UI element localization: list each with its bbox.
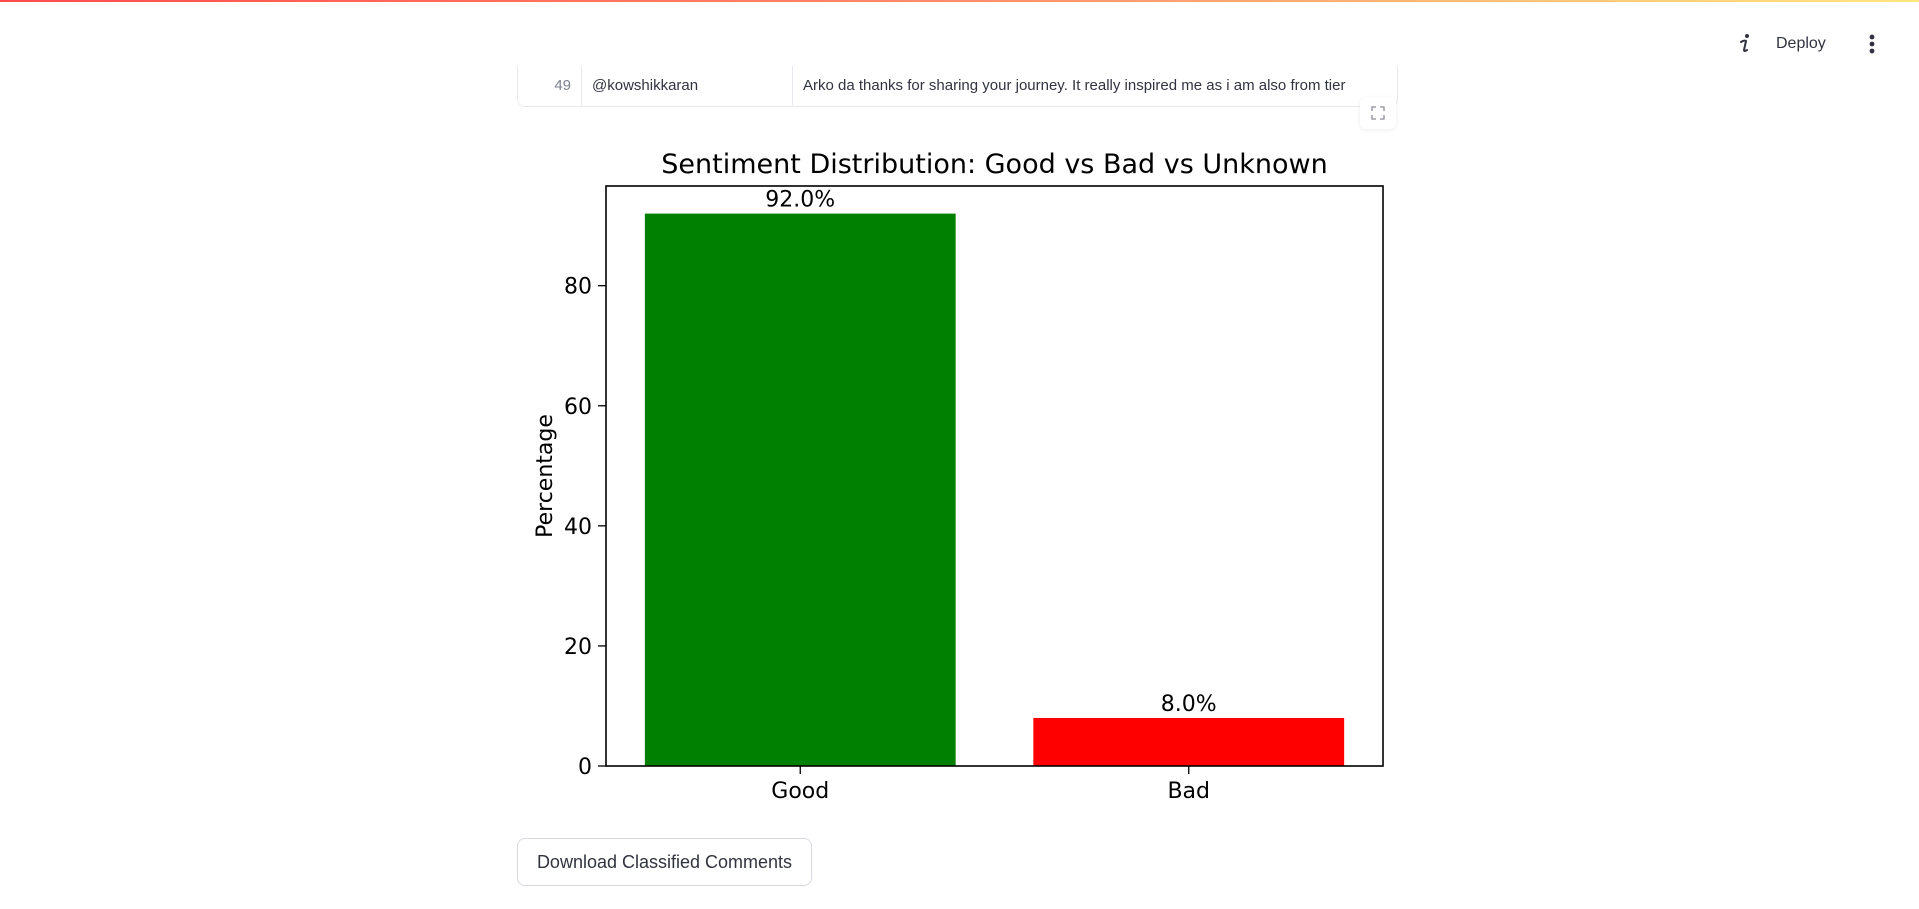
main-menu-icon[interactable]: [1862, 31, 1882, 57]
fullscreen-button[interactable]: [1360, 97, 1396, 129]
row-index: 49: [518, 66, 582, 106]
y-tick-label: 0: [578, 755, 592, 780]
bar-good: [644, 213, 956, 767]
y-tick-label: 40: [564, 515, 592, 540]
y-tick-label: 60: [564, 395, 592, 420]
bar-bad: [1033, 717, 1345, 766]
download-classified-comments-button[interactable]: Download Classified Comments: [517, 838, 812, 886]
plot-frame: [605, 185, 1384, 767]
y-tick-label: 80: [564, 275, 592, 300]
username-cell[interactable]: @kowshikkaran: [582, 66, 793, 106]
sentiment-chart-svg: Sentiment Distribution: Good vs Bad vs U…: [533, 149, 1384, 804]
sentiment-chart: Sentiment Distribution: Good vs Bad vs U…: [517, 136, 1397, 816]
top-decoration-bar: [0, 0, 1919, 2]
info-icon[interactable]: [1734, 30, 1756, 58]
app-header: Deploy: [0, 2, 1919, 82]
bar-value-label: 8.0%: [1161, 692, 1217, 717]
fullscreen-icon: [1371, 106, 1385, 120]
deploy-button[interactable]: Deploy: [1776, 35, 1826, 52]
table-row[interactable]: 49 @kowshikkaran Arko da thanks for shar…: [518, 66, 1397, 106]
bar-value-label: 92.0%: [765, 188, 835, 213]
comment-cell[interactable]: Arko da thanks for sharing your journey.…: [803, 77, 1346, 94]
y-tick-label: 20: [564, 635, 592, 660]
classified-comments-table[interactable]: 49 @kowshikkaran Arko da thanks for shar…: [517, 66, 1398, 107]
chart-title: Sentiment Distribution: Good vs Bad vs U…: [661, 149, 1327, 180]
x-tick-label: Good: [771, 779, 829, 804]
y-axis-label: Percentage: [533, 414, 558, 538]
x-tick-label: Bad: [1167, 779, 1210, 804]
